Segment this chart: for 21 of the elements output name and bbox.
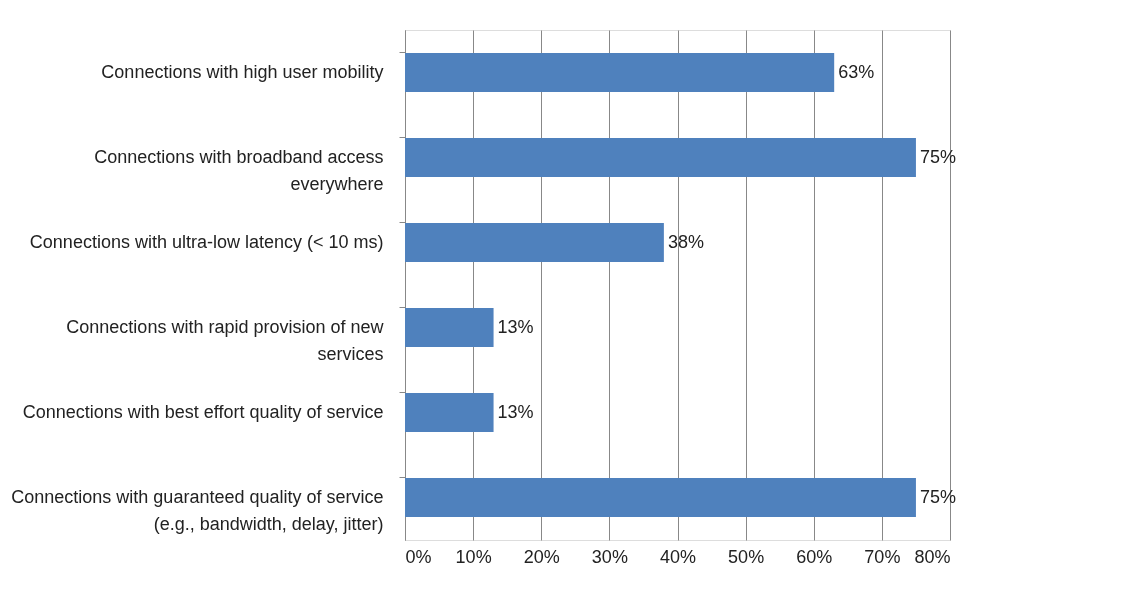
- x-tick-label: 40%: [659, 546, 697, 567]
- x-tick-label: 20%: [523, 546, 560, 567]
- y-tick-label: Connections with best effort quality of service: [22, 401, 384, 422]
- x-tick-label: 80%: [914, 546, 951, 567]
- data-label: 13%: [497, 401, 534, 422]
- data-label: 13%: [497, 316, 534, 337]
- y-tick-label: Connections with rapid provision of new services: [66, 316, 385, 364]
- data-label: 75%: [919, 486, 956, 507]
- data-label: 63%: [838, 61, 875, 82]
- x-tick-label: 50%: [728, 546, 765, 567]
- x-tick-label: 30%: [591, 546, 628, 567]
- x-tick-label: 0%: [405, 546, 432, 567]
- y-tick-label: Connections with broadband access everywhere: [94, 146, 384, 194]
- data-label: 75%: [919, 146, 956, 167]
- y-tick-label: Connections with guaranteed quality of service (e.g., bandwidth, delay, jitter): [11, 486, 384, 534]
- y-tick-label: Connections with ultra-low latency (< 10 ms): [29, 231, 384, 252]
- x-tick-label: 60%: [796, 546, 833, 567]
- y-tick-label: Connections with high user mobility: [101, 61, 384, 82]
- x-tick-label: 10%: [455, 546, 492, 567]
- data-label: 38%: [667, 231, 704, 252]
- x-tick-label: 70%: [864, 546, 901, 567]
